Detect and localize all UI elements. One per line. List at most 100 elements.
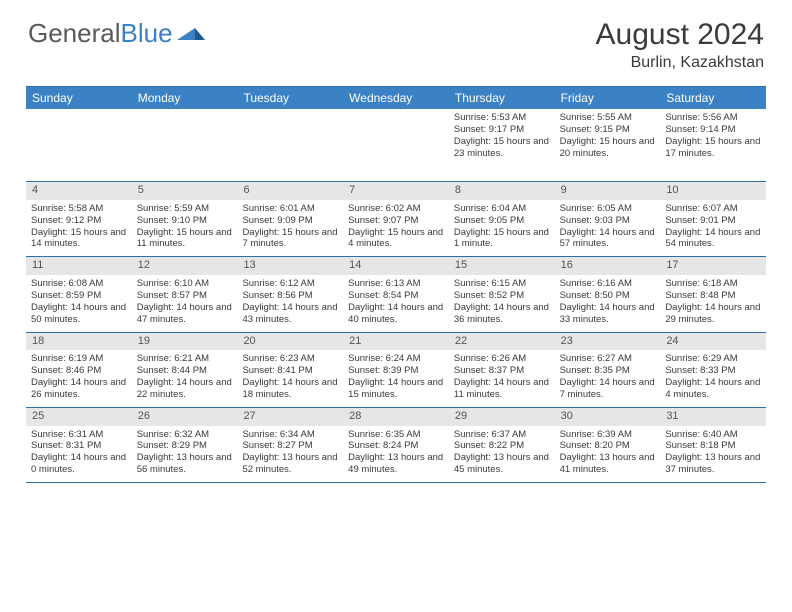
month-title: August 2024: [596, 18, 764, 52]
daylight-text: Daylight: 14 hours and 40 minutes.: [348, 302, 444, 326]
sunrise-text: Sunrise: 6:34 AM: [242, 429, 338, 441]
daylight-text: Daylight: 15 hours and 11 minutes.: [137, 227, 233, 251]
day-cell: 4Sunrise: 5:58 AMSunset: 9:12 PMDaylight…: [26, 182, 132, 256]
dow-saturday: Saturday: [660, 87, 766, 109]
daylight-text: Daylight: 13 hours and 56 minutes.: [137, 452, 233, 476]
weeks-container: 1Sunrise: 5:53 AMSunset: 9:17 PMDaylight…: [26, 109, 766, 483]
daylight-text: Daylight: 14 hours and 29 minutes.: [665, 302, 761, 326]
sunset-text: Sunset: 9:09 PM: [242, 215, 338, 227]
day-number: 15: [449, 257, 555, 275]
day-cell: 18Sunrise: 6:19 AMSunset: 8:46 PMDayligh…: [26, 333, 132, 407]
daylight-text: Daylight: 14 hours and 18 minutes.: [242, 377, 338, 401]
day-cell: [132, 109, 238, 181]
daylight-text: Daylight: 14 hours and 47 minutes.: [137, 302, 233, 326]
sunrise-text: Sunrise: 5:59 AM: [137, 203, 233, 215]
daylight-text: Daylight: 14 hours and 36 minutes.: [454, 302, 550, 326]
day-cell: 31Sunrise: 6:40 AMSunset: 8:18 PMDayligh…: [660, 408, 766, 482]
sunset-text: Sunset: 8:52 PM: [454, 290, 550, 302]
daylight-text: Daylight: 14 hours and 11 minutes.: [454, 377, 550, 401]
brand-part2: Blue: [121, 18, 173, 49]
sunset-text: Sunset: 8:37 PM: [454, 365, 550, 377]
day-cell: 9Sunrise: 6:05 AMSunset: 9:03 PMDaylight…: [555, 182, 661, 256]
daylight-text: Daylight: 15 hours and 4 minutes.: [348, 227, 444, 251]
sunrise-text: Sunrise: 6:15 AM: [454, 278, 550, 290]
daylight-text: Daylight: 15 hours and 14 minutes.: [31, 227, 127, 251]
day-cell: 24Sunrise: 6:29 AMSunset: 8:33 PMDayligh…: [660, 333, 766, 407]
day-cell: 25Sunrise: 6:31 AMSunset: 8:31 PMDayligh…: [26, 408, 132, 482]
sunset-text: Sunset: 8:44 PM: [137, 365, 233, 377]
brand-part1: General: [28, 18, 121, 49]
day-number: 26: [132, 408, 238, 426]
day-number: 29: [449, 408, 555, 426]
day-cell: 17Sunrise: 6:18 AMSunset: 8:48 PMDayligh…: [660, 257, 766, 331]
sunrise-text: Sunrise: 5:56 AM: [665, 112, 761, 124]
header: GeneralBlue August 2024 Burlin, Kazakhst…: [0, 0, 792, 78]
day-of-week-row: Sunday Monday Tuesday Wednesday Thursday…: [26, 87, 766, 109]
daylight-text: Daylight: 13 hours and 37 minutes.: [665, 452, 761, 476]
sunset-text: Sunset: 8:35 PM: [560, 365, 656, 377]
day-cell: 19Sunrise: 6:21 AMSunset: 8:44 PMDayligh…: [132, 333, 238, 407]
day-cell: 3Sunrise: 5:56 AMSunset: 9:14 PMDaylight…: [660, 109, 766, 181]
dow-tuesday: Tuesday: [237, 87, 343, 109]
daylight-text: Daylight: 13 hours and 49 minutes.: [348, 452, 444, 476]
daylight-text: Daylight: 14 hours and 50 minutes.: [31, 302, 127, 326]
day-cell: 5Sunrise: 5:59 AMSunset: 9:10 PMDaylight…: [132, 182, 238, 256]
day-cell: [26, 109, 132, 181]
week-row: 11Sunrise: 6:08 AMSunset: 8:59 PMDayligh…: [26, 257, 766, 332]
week-row: 1Sunrise: 5:53 AMSunset: 9:17 PMDaylight…: [26, 109, 766, 182]
sunrise-text: Sunrise: 6:02 AM: [348, 203, 444, 215]
daylight-text: Daylight: 15 hours and 7 minutes.: [242, 227, 338, 251]
sunset-text: Sunset: 9:07 PM: [348, 215, 444, 227]
day-number: 9: [555, 182, 661, 200]
sunrise-text: Sunrise: 6:37 AM: [454, 429, 550, 441]
day-cell: 6Sunrise: 6:01 AMSunset: 9:09 PMDaylight…: [237, 182, 343, 256]
sunrise-text: Sunrise: 6:39 AM: [560, 429, 656, 441]
day-number: 11: [26, 257, 132, 275]
dow-sunday: Sunday: [26, 87, 132, 109]
day-number: 10: [660, 182, 766, 200]
sunrise-text: Sunrise: 6:13 AM: [348, 278, 444, 290]
sunrise-text: Sunrise: 6:29 AM: [665, 353, 761, 365]
sunrise-text: Sunrise: 5:55 AM: [560, 112, 656, 124]
week-row: 4Sunrise: 5:58 AMSunset: 9:12 PMDaylight…: [26, 182, 766, 257]
sunset-text: Sunset: 9:14 PM: [665, 124, 761, 136]
day-cell: 13Sunrise: 6:12 AMSunset: 8:56 PMDayligh…: [237, 257, 343, 331]
calendar: Sunday Monday Tuesday Wednesday Thursday…: [26, 86, 766, 483]
sunset-text: Sunset: 9:05 PM: [454, 215, 550, 227]
sunrise-text: Sunrise: 6:04 AM: [454, 203, 550, 215]
day-cell: 26 Sunrise: 6:32 AMSunset: 8:29 PMDayligh…: [132, 408, 238, 482]
day-number: 20: [237, 333, 343, 351]
daylight-text: Daylight: 15 hours and 17 minutes.: [665, 136, 761, 160]
sunset-text: Sunset: 8:29 PM: [137, 440, 233, 452]
dow-wednesday: Wednesday: [343, 87, 449, 109]
sunset-text: Sunset: 8:59 PM: [31, 290, 127, 302]
day-number: 17: [660, 257, 766, 275]
day-number: 13: [237, 257, 343, 275]
day-number: 4: [26, 182, 132, 200]
day-number: 24: [660, 333, 766, 351]
sunrise-text: Sunrise: 6:32 AM: [137, 429, 233, 441]
day-cell: 16Sunrise: 6:16 AMSunset: 8:50 PMDayligh…: [555, 257, 661, 331]
day-cell: 8Sunrise: 6:04 AMSunset: 9:05 PMDaylight…: [449, 182, 555, 256]
sunrise-text: Sunrise: 6:21 AM: [137, 353, 233, 365]
sunrise-text: Sunrise: 5:58 AM: [31, 203, 127, 215]
daylight-text: Daylight: 14 hours and 54 minutes.: [665, 227, 761, 251]
day-number: 19: [132, 333, 238, 351]
day-number: 25: [26, 408, 132, 426]
day-cell: [237, 109, 343, 181]
day-number: 30: [555, 408, 661, 426]
sunrise-text: Sunrise: 6:05 AM: [560, 203, 656, 215]
day-number: 6: [237, 182, 343, 200]
day-cell: 15 Sunrise: 6:15 AMSunset: 8:52 PMDayligh…: [449, 257, 555, 331]
sunset-text: Sunset: 8:56 PM: [242, 290, 338, 302]
sunrise-text: Sunrise: 6:35 AM: [348, 429, 444, 441]
sunrise-text: Sunrise: 6:40 AM: [665, 429, 761, 441]
sunset-text: Sunset: 8:48 PM: [665, 290, 761, 302]
day-cell: 12Sunrise: 6:10 AMSunset: 8:57 PMDayligh…: [132, 257, 238, 331]
sunset-text: Sunset: 9:15 PM: [560, 124, 656, 136]
day-cell: 14Sunrise: 6:13 AMSunset: 8:54 PMDayligh…: [343, 257, 449, 331]
day-cell: 2Sunrise: 5:55 AMSunset: 9:15 PMDaylight…: [555, 109, 661, 181]
sunset-text: Sunset: 8:46 PM: [31, 365, 127, 377]
day-cell: 27Sunrise: 6:34 AMSunset: 8:27 PMDayligh…: [237, 408, 343, 482]
day-number: 31: [660, 408, 766, 426]
